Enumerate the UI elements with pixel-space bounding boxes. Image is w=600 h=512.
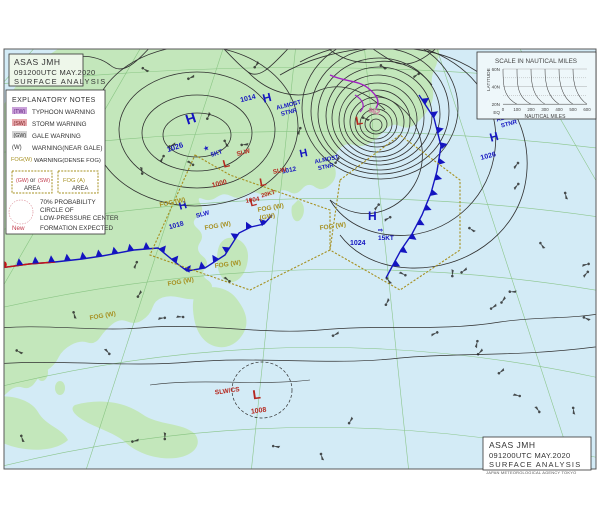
svg-text:(TW): (TW)	[14, 109, 26, 115]
svg-text:1024: 1024	[350, 240, 366, 247]
svg-text:GALE WARNING: GALE WARNING	[32, 133, 81, 140]
svg-text:AREA: AREA	[24, 186, 40, 192]
svg-text:FOG (A): FOG (A)	[63, 178, 85, 184]
svg-text:⇨: ⇨	[378, 228, 383, 234]
svg-text:STORM WARNING: STORM WARNING	[32, 121, 87, 128]
svg-text:100: 100	[513, 107, 521, 112]
svg-text:300: 300	[541, 107, 549, 112]
svg-text:EXPLANATORY NOTES: EXPLANATORY NOTES	[12, 97, 96, 104]
svg-text:WARNING(NEAR GALE): WARNING(NEAR GALE)	[32, 145, 102, 152]
svg-text:or: or	[30, 178, 35, 184]
svg-text:(SW): (SW)	[14, 121, 26, 127]
svg-text:(GW): (GW)	[14, 133, 27, 139]
svg-text:TYPHOON WARNING: TYPHOON WARNING	[32, 109, 95, 116]
svg-text:WARNING(DENSE FOG): WARNING(DENSE FOG)	[34, 158, 101, 164]
svg-text:LATITUDE: LATITUDE	[486, 68, 492, 91]
svg-text:ASAS JMH: ASAS JMH	[489, 440, 536, 450]
svg-text:LOW-PRESSURE CENTER: LOW-PRESSURE CENTER	[40, 215, 119, 222]
svg-text:(SW): (SW)	[38, 178, 50, 184]
svg-text:NAUTICAL MILES: NAUTICAL MILES	[525, 114, 567, 120]
svg-text:JAPAN METEOROLOGICAL AGENCY TO: JAPAN METEOROLOGICAL AGENCY TOKYO	[486, 470, 576, 475]
svg-text:CIRCLE OF: CIRCLE OF	[40, 207, 74, 214]
svg-text:New: New	[12, 225, 25, 232]
svg-text:091200UTC MAY.2020: 091200UTC MAY.2020	[489, 451, 570, 460]
svg-text:SCALE IN NAUTICAL MILES: SCALE IN NAUTICAL MILES	[495, 58, 577, 65]
svg-text:091200UTC MAY.2020: 091200UTC MAY.2020	[14, 68, 95, 77]
svg-text:ASAS JMH: ASAS JMH	[14, 57, 61, 67]
svg-text:70% PROBABILITY: 70% PROBABILITY	[40, 199, 96, 206]
svg-text:500: 500	[569, 107, 577, 112]
svg-text:H: H	[368, 209, 377, 223]
svg-text:AREA: AREA	[72, 186, 88, 192]
svg-text:20N: 20N	[492, 102, 500, 107]
svg-text:SURFACE ANALYSIS: SURFACE ANALYSIS	[14, 77, 106, 86]
svg-text:EQ: EQ	[493, 110, 500, 115]
svg-text:40N: 40N	[492, 85, 500, 90]
svg-text:200: 200	[527, 107, 535, 112]
svg-text:SURFACE ANALYSIS: SURFACE ANALYSIS	[489, 460, 581, 469]
svg-text:FORMATION EXPECTED: FORMATION EXPECTED	[40, 225, 113, 232]
svg-text:400: 400	[555, 107, 563, 112]
svg-text:FOG(W): FOG(W)	[11, 157, 32, 163]
svg-text:15KT: 15KT	[378, 235, 394, 242]
svg-text:(W): (W)	[12, 145, 22, 151]
svg-text:(GW): (GW)	[16, 178, 29, 184]
svg-text:600: 600	[583, 107, 591, 112]
svg-text:60N: 60N	[492, 67, 500, 72]
